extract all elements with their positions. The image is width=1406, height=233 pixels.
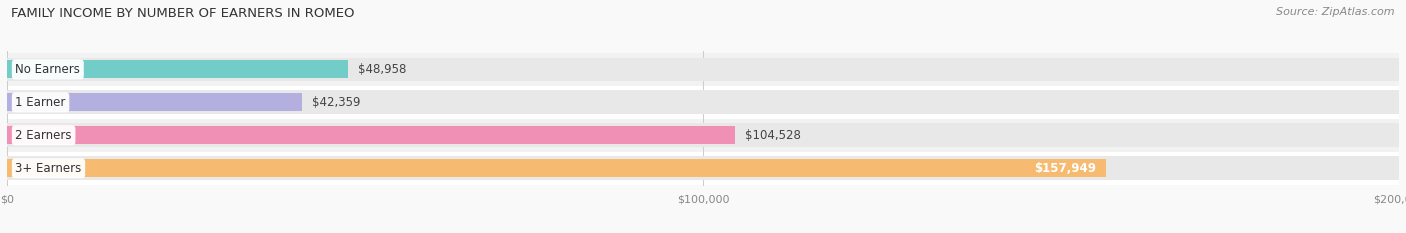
Text: 1 Earner: 1 Earner xyxy=(15,96,66,109)
Bar xyxy=(7,159,1107,177)
Bar xyxy=(7,90,1399,114)
Bar xyxy=(7,60,347,79)
Text: No Earners: No Earners xyxy=(15,63,80,76)
Bar xyxy=(7,152,1399,185)
Bar xyxy=(7,58,1399,81)
Text: $42,359: $42,359 xyxy=(312,96,361,109)
Text: FAMILY INCOME BY NUMBER OF EARNERS IN ROMEO: FAMILY INCOME BY NUMBER OF EARNERS IN RO… xyxy=(11,7,354,20)
Text: Source: ZipAtlas.com: Source: ZipAtlas.com xyxy=(1277,7,1395,17)
Bar xyxy=(7,123,1399,147)
Bar xyxy=(7,156,1399,180)
Bar xyxy=(7,53,1399,86)
Bar xyxy=(7,86,1399,119)
Text: 2 Earners: 2 Earners xyxy=(15,129,72,142)
Bar xyxy=(7,126,734,144)
Text: $48,958: $48,958 xyxy=(359,63,406,76)
Text: $157,949: $157,949 xyxy=(1033,162,1095,175)
Bar xyxy=(7,93,302,111)
Bar xyxy=(7,119,1399,152)
Text: 3+ Earners: 3+ Earners xyxy=(15,162,82,175)
Text: $104,528: $104,528 xyxy=(745,129,801,142)
